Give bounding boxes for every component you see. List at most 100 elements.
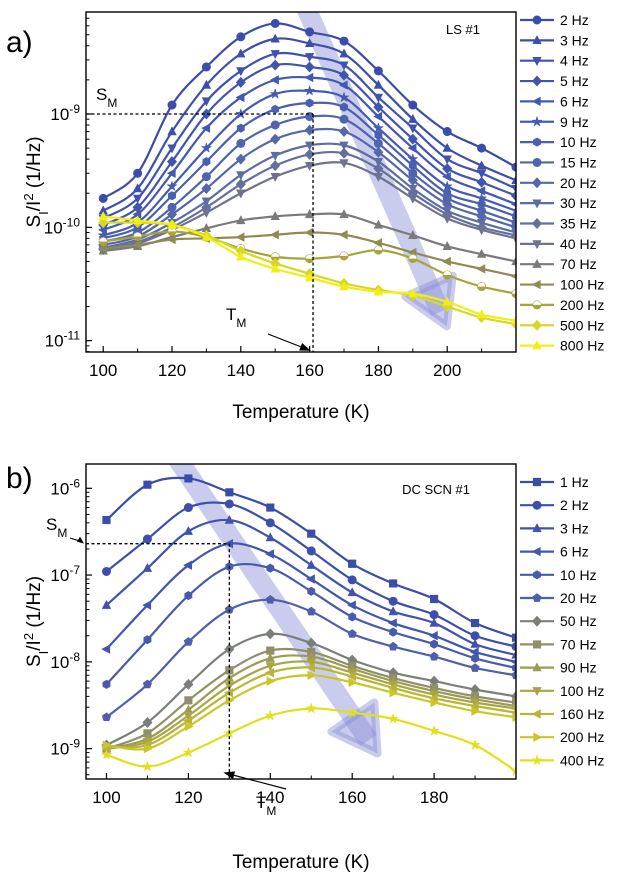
chart0-ylabel-sub: I bbox=[36, 211, 51, 215]
chart0-data-point bbox=[236, 189, 246, 199]
chart1-data-point bbox=[183, 747, 194, 757]
chart1-legend-item-10[interactable]: 160 Hz bbox=[520, 706, 604, 722]
chart0-data-point bbox=[270, 263, 280, 273]
chart1-legend-item-6[interactable]: 50 Hz bbox=[520, 613, 597, 629]
chart1-y-tick-label: 10-9 bbox=[50, 737, 80, 759]
chart0-y-tick-label: 10-10 bbox=[44, 215, 81, 237]
chart1-legend-item-0[interactable]: 1 Hz bbox=[520, 474, 589, 490]
chart0-data-point bbox=[305, 98, 314, 108]
chart1-data-point bbox=[470, 631, 480, 641]
chart0-legend-item-16[interactable]: 800 Hz bbox=[520, 338, 604, 354]
chart0-data-point bbox=[407, 153, 418, 164]
chart0-legend-item-4[interactable]: 6 Hz bbox=[520, 93, 589, 109]
chart1-data-point bbox=[306, 560, 316, 569]
chart1-legend-item-3[interactable]: 6 Hz bbox=[520, 544, 589, 560]
chart0-data-point bbox=[235, 153, 246, 165]
chart0-data-point bbox=[408, 124, 418, 134]
chart0-legend-item-12[interactable]: 70 Hz bbox=[520, 256, 597, 272]
chart1-y-tick-exp: -8 bbox=[69, 650, 80, 664]
chart0-legend-item-6[interactable]: 10 Hz bbox=[520, 134, 597, 150]
chart0-legend-item-3[interactable]: 5 Hz bbox=[520, 73, 589, 89]
chart0-data-point bbox=[236, 138, 246, 148]
chart1-series-11 bbox=[102, 670, 516, 754]
chart0-legend-item-14[interactable]: 200 Hz bbox=[520, 297, 604, 313]
chart0-data-point bbox=[442, 241, 452, 250]
chart0-legend-item-11[interactable]: 40 Hz bbox=[520, 236, 597, 252]
chart0-data-point bbox=[408, 114, 418, 123]
chart1-data-point bbox=[347, 575, 357, 585]
chart0-legend-label: 9 Hz bbox=[560, 114, 589, 130]
chart1-legend-item-11[interactable]: 200 Hz bbox=[520, 729, 604, 745]
chart1-legend-item-8[interactable]: 90 Hz bbox=[520, 660, 597, 676]
chart0-legend-item-9[interactable]: 30 Hz bbox=[520, 195, 597, 211]
chart0-data-point bbox=[270, 59, 281, 71]
chart1-data-point bbox=[471, 706, 480, 716]
chart1-ylabel-unit: (1/Hz) bbox=[24, 576, 45, 633]
chart0-legend-marker bbox=[532, 199, 542, 209]
chart0-annotation: LS #1 bbox=[446, 22, 480, 37]
chart0-data-point bbox=[98, 193, 108, 203]
chart0-data-point bbox=[339, 230, 348, 240]
chart0-legend-item-0[interactable]: 2 Hz bbox=[520, 12, 589, 28]
chart1-series-line bbox=[105, 501, 516, 648]
chart0-legend-item-13[interactable]: 100 Hz bbox=[520, 277, 604, 293]
chart1-data-point bbox=[265, 710, 276, 721]
chart0-data-point-half bbox=[305, 258, 314, 263]
chart1-legend-label: 10 Hz bbox=[560, 567, 597, 583]
chart0-tm-arrowhead bbox=[299, 343, 311, 351]
chart0-legend-item-1[interactable]: 3 Hz bbox=[520, 32, 589, 48]
chart1-legend-item-5[interactable]: 20 Hz bbox=[520, 590, 597, 606]
chart1-panel-letter: b) bbox=[6, 462, 33, 495]
chart0-data-point bbox=[305, 53, 315, 62]
chart1-y-axis-label: SI/I2 (1/Hz) bbox=[21, 576, 51, 667]
chart0-data-point bbox=[270, 151, 280, 161]
chart0-data-point bbox=[477, 226, 487, 235]
chart1-data-point bbox=[347, 629, 357, 638]
chart1-sm-label-sub: M bbox=[57, 526, 67, 540]
chart1-data-point bbox=[265, 653, 275, 662]
chart0-legend-marker-half bbox=[532, 304, 542, 310]
chart0-legend-item-8[interactable]: 20 Hz bbox=[520, 175, 597, 191]
chart0-data-point bbox=[407, 133, 418, 145]
chart0-data-point bbox=[305, 27, 315, 37]
chart0-legend-item-7[interactable]: 15 Hz bbox=[520, 154, 597, 170]
chart0-legend-item-5[interactable]: 9 Hz bbox=[520, 114, 589, 130]
chart0-data-point bbox=[167, 235, 176, 245]
chart1-legend-marker bbox=[532, 477, 542, 487]
chart0-panel: a)100 120 140 160 180 20010-1110-1010-9Temper… bbox=[6, 11, 604, 423]
chart1-legend-item-2[interactable]: 3 Hz bbox=[520, 520, 589, 536]
chart0-x-tick-label: 200 bbox=[433, 361, 461, 380]
chart0-data-point bbox=[270, 160, 281, 172]
chart0-data-point bbox=[201, 62, 211, 72]
chart1-series-12 bbox=[101, 703, 516, 776]
chart0-legend-label: 6 Hz bbox=[560, 93, 589, 109]
chart1-legend-label: 6 Hz bbox=[560, 544, 589, 560]
chart1-y-tick-base: 10 bbox=[50, 479, 69, 498]
chart1-plot-area bbox=[101, 464, 516, 776]
chart0-legend-item-15[interactable]: 500 Hz bbox=[520, 317, 604, 333]
chart0-data-point bbox=[201, 172, 211, 182]
chart1-data-point bbox=[224, 499, 234, 509]
chart0-legend-item-10[interactable]: 35 Hz bbox=[520, 216, 597, 232]
chart0-legend-label: 4 Hz bbox=[560, 53, 589, 69]
chart1-y-tick-base: 10 bbox=[50, 653, 69, 672]
chart1-legend-item-1[interactable]: 2 Hz bbox=[520, 497, 589, 513]
chart0-legend-item-2[interactable]: 4 Hz bbox=[520, 53, 589, 69]
chart0-legend-marker bbox=[532, 280, 541, 290]
chart0-plot-area bbox=[98, 12, 516, 331]
chart0-data-point bbox=[373, 220, 383, 229]
chart0-data-point bbox=[235, 178, 246, 190]
chart1-legend-item-9[interactable]: 100 Hz bbox=[520, 683, 604, 699]
chart1-legend-item-12[interactable]: 400 Hz bbox=[520, 752, 604, 768]
chart1-legend-item-4[interactable]: 10 Hz bbox=[520, 567, 597, 583]
chart1-sm-label-base: S bbox=[46, 515, 57, 534]
chart0-data-point bbox=[270, 120, 280, 130]
chart0-data-point bbox=[167, 156, 177, 167]
chart0-data-point bbox=[167, 126, 177, 136]
chart1-legend-item-7[interactable]: 70 Hz bbox=[520, 636, 597, 652]
chart0-y-axis-label: SI/I2 (1/Hz) bbox=[21, 136, 51, 227]
chart0-legend-label: 70 Hz bbox=[560, 256, 597, 272]
chart0-legend-marker bbox=[532, 157, 542, 167]
chart1-data-point bbox=[429, 631, 438, 641]
